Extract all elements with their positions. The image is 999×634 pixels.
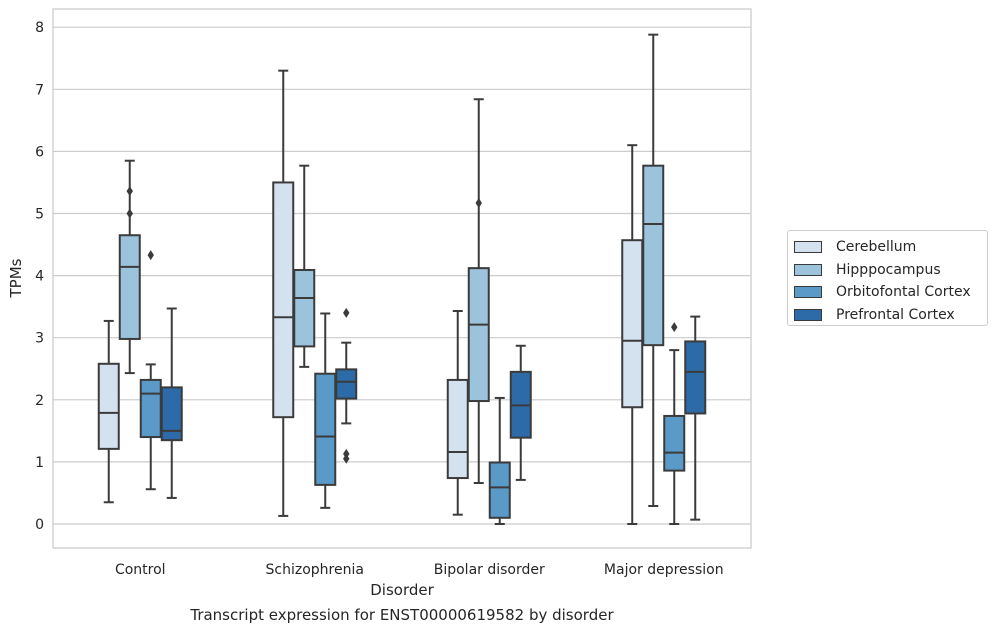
legend-item: Cerebellum xyxy=(794,236,987,259)
x-axis-label: Disorder xyxy=(370,581,434,599)
x-tick-labels: Control Schizophrenia Bipolar disorder Majo… xyxy=(115,562,724,578)
box-0-0 xyxy=(97,319,120,504)
box-body xyxy=(314,372,337,486)
box-2-1 xyxy=(314,312,337,509)
box-body xyxy=(684,340,707,415)
legend-label: Prefrontal Cortex xyxy=(836,306,955,323)
legend-swatch xyxy=(794,286,822,299)
legend-item: Hipppocampus xyxy=(794,259,987,282)
box-body xyxy=(467,267,490,403)
legend-swatch xyxy=(794,308,822,321)
outlier-point xyxy=(671,322,678,333)
box-1-0 xyxy=(118,159,141,375)
boxes xyxy=(97,33,707,525)
box-body xyxy=(293,269,316,348)
y-axis-label: TPMs xyxy=(7,258,25,298)
box-1-3 xyxy=(642,33,665,507)
y-tick-label: 6 xyxy=(35,144,44,160)
box-body xyxy=(139,378,162,439)
outlier-point xyxy=(343,453,350,464)
box-1-1 xyxy=(293,164,316,368)
figure-caption: Transcript expression for ENST0000061958… xyxy=(190,606,614,624)
y-tick-label: 0 xyxy=(35,517,44,533)
box-body xyxy=(488,461,511,519)
box-2-0 xyxy=(139,250,162,491)
x-tick-label: Schizophrenia xyxy=(266,562,364,578)
box-0-2 xyxy=(446,309,469,516)
legend: Cerebellum Hipppocampus Orbitofontal Cor… xyxy=(787,230,988,326)
box-2-3 xyxy=(663,322,686,525)
y-tick-label: 4 xyxy=(35,269,44,285)
box-body xyxy=(642,164,665,347)
y-tick-label: 8 xyxy=(35,20,44,36)
box-3-1 xyxy=(335,307,358,464)
box-body xyxy=(97,362,120,450)
legend-item: Prefrontal Cortex xyxy=(794,304,987,327)
outlier-point xyxy=(475,197,482,208)
box-body xyxy=(335,368,358,400)
y-tick-label: 2 xyxy=(35,393,44,409)
legend-swatch xyxy=(794,263,822,276)
box-body xyxy=(272,181,295,419)
outlier-point xyxy=(147,250,154,261)
box-2-2 xyxy=(488,396,511,525)
box-0-1 xyxy=(272,69,295,517)
box-3-0 xyxy=(160,307,183,499)
legend-label: Cerebellum xyxy=(836,239,917,256)
x-tick-label: Bipolar disorder xyxy=(434,562,545,578)
outlier-point xyxy=(126,208,133,219)
box-1-2 xyxy=(467,98,490,485)
x-tick-label: Control xyxy=(115,562,166,578)
box-3-2 xyxy=(509,344,532,481)
box-body xyxy=(663,414,686,472)
legend-swatch xyxy=(794,241,822,254)
y-tick-label: 5 xyxy=(35,207,44,223)
y-tick-label: 7 xyxy=(35,82,44,98)
box-body xyxy=(621,239,644,409)
box-0-3 xyxy=(621,144,644,525)
legend-item: Orbitofontal Cortex xyxy=(794,281,987,304)
outlier-point xyxy=(126,186,133,197)
x-tick-label: Major depression xyxy=(604,562,724,578)
box-3-3 xyxy=(684,315,707,521)
y-tick-label: 3 xyxy=(35,331,44,347)
y-tick-label: 1 xyxy=(35,455,44,471)
box-body xyxy=(118,234,141,340)
outlier-point xyxy=(343,307,350,318)
plot-frame xyxy=(52,8,752,549)
box-body xyxy=(446,378,469,480)
legend-label: Hipppocampus xyxy=(836,261,941,278)
legend-label: Orbitofontal Cortex xyxy=(836,284,971,301)
box-body xyxy=(160,386,183,442)
y-tick-labels: 0 1 2 3 4 5 6 7 8 xyxy=(35,20,44,533)
